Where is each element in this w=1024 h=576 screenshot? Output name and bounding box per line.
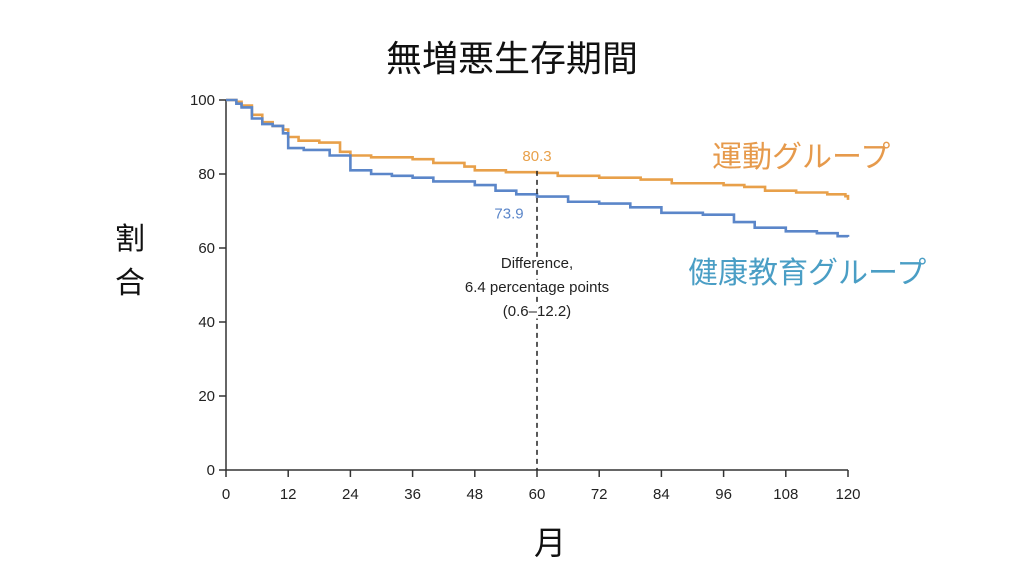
x-axis-label: 月 [533,524,566,562]
axes: 0 20 40 60 80 100 0 12 24 36 48 60 72 84 96 108 120 [190,92,861,503]
difference-annotation-line: (0.6–12.2) [503,303,571,320]
y-axis-label: 割 合 [110,218,150,306]
x-tick-label: 36 [404,486,421,503]
x-tick-label: 120 [835,486,860,503]
y-tick-label: 40 [198,314,215,331]
difference-annotation-line: Difference, [501,255,573,272]
x-tick-label: 72 [591,486,608,503]
x-tick-label: 12 [280,486,297,503]
legend-exercise-group: 運動グループ [712,140,891,175]
chart-title: 無増悪生存期間 [385,39,638,80]
y-tick-label: 100 [190,92,215,109]
y-tick-label: 60 [198,240,215,257]
x-tick-label: 108 [773,486,798,503]
x-tick-label: 60 [529,486,546,503]
x-tick-label: 0 [222,486,230,503]
education-value-label: 73.9 [494,206,523,223]
x-tick-label: 48 [466,486,483,503]
y-tick-label: 0 [207,462,215,479]
x-tick-label: 24 [342,486,359,503]
education-curve [226,98,850,238]
x-tick-label: 96 [715,486,732,503]
y-tick-label: 20 [198,388,215,405]
exercise-value-label: 80.3 [522,148,551,165]
series-group [226,98,850,238]
difference-annotation-line: 6.4 percentage points [465,279,609,296]
x-tick-label: 84 [653,486,670,503]
y-axis-label-char-2: 合 [115,266,145,301]
legend-education-group: 健康教育グループ [688,256,927,291]
y-axis-label-char-1: 割 [115,222,145,257]
annotations: 80.3 73.9 Difference, 6.4 percentage points… [462,148,612,470]
y-tick-label: 80 [198,166,215,183]
